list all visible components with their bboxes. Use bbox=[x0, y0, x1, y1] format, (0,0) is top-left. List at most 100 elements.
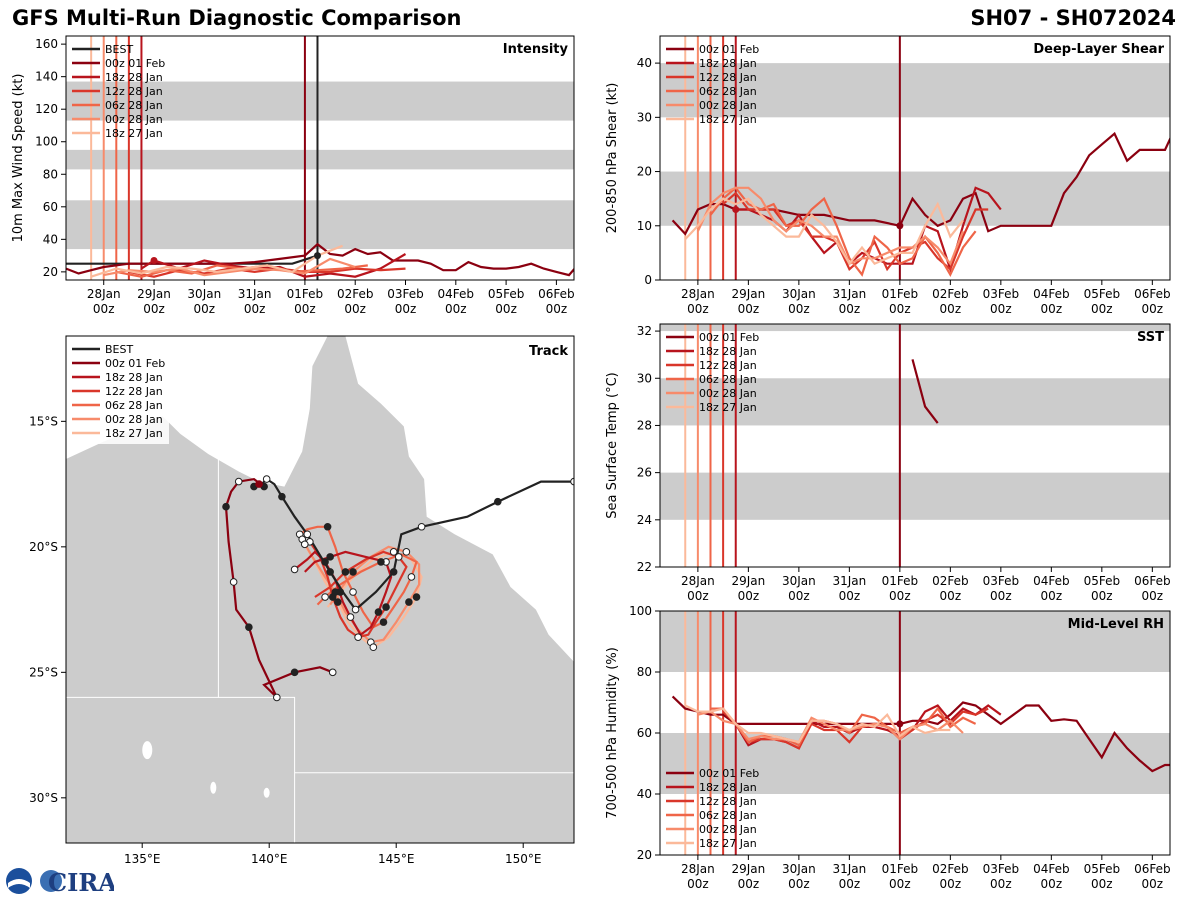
y-tick-label: 30 bbox=[637, 371, 652, 385]
track-day-marker bbox=[405, 598, 413, 606]
track-map: 135°E 140°E 145°E 150°E 15°S 20°S 25°S 30°S Trac… bbox=[29, 335, 575, 866]
shaded-band bbox=[660, 324, 1170, 332]
track-day-marker bbox=[273, 693, 281, 702]
x-tick-label: 150°E bbox=[505, 852, 542, 866]
panel-title: Mid-Level RH bbox=[1068, 617, 1164, 632]
legend-label: 18z 27 Jan bbox=[105, 427, 163, 440]
legend-label: 12z 28 Jan bbox=[105, 385, 163, 398]
y-tick-label: 40 bbox=[637, 787, 652, 801]
x-tick-label: 28Jan bbox=[681, 862, 715, 876]
y-tick-label: 0 bbox=[644, 273, 652, 287]
x-tick-label: 01Feb bbox=[287, 287, 324, 301]
track-day-marker bbox=[326, 568, 334, 576]
y-axis-label: 700-500 hPa Humidity (%) bbox=[605, 647, 620, 819]
x-tick-label: 140°E bbox=[251, 852, 288, 866]
track-day-marker bbox=[323, 522, 332, 531]
series-line bbox=[696, 186, 965, 266]
x-tick-label: 00z bbox=[839, 589, 861, 603]
legend-label: 18z 27 Jan bbox=[699, 401, 757, 414]
track-line bbox=[224, 477, 334, 699]
shaded-band bbox=[660, 378, 1170, 426]
legend-label: 12z 28 Jan bbox=[699, 71, 757, 84]
track-day-marker bbox=[394, 553, 403, 561]
x-tick-label: 00z bbox=[1142, 589, 1164, 603]
plot-frame bbox=[659, 35, 1171, 281]
track-day-marker bbox=[328, 668, 337, 677]
rh-chart: 2040608010028Jan00z29Jan00z30Jan00z31Jan… bbox=[605, 604, 1171, 891]
x-tick-label: 00z bbox=[738, 302, 760, 316]
track-day-marker bbox=[570, 477, 574, 486]
x-tick-label: 03Feb bbox=[983, 574, 1020, 588]
figure-title: GFS Multi-Run Diagnostic Comparison bbox=[12, 6, 462, 30]
y-tick-label: 80 bbox=[637, 665, 652, 679]
y-tick-label: 30°S bbox=[29, 791, 58, 805]
analysis-point bbox=[732, 206, 740, 214]
x-tick-label: 30Jan bbox=[187, 287, 221, 301]
track-day-marker bbox=[326, 553, 334, 561]
intensity-chart: 2040608010012014016028Jan00z29Jan00z30Ja… bbox=[11, 35, 575, 316]
y-tick-label: 140 bbox=[35, 70, 58, 84]
track-day-marker bbox=[377, 558, 385, 566]
lake bbox=[263, 787, 270, 798]
x-tick-label: 00z bbox=[1091, 589, 1113, 603]
x-tick-label: 06Feb bbox=[1134, 862, 1171, 876]
x-tick-label: 00z bbox=[1041, 877, 1063, 891]
x-tick-label: 145°E bbox=[378, 852, 415, 866]
legend-label: BEST bbox=[105, 43, 133, 56]
x-tick-label: 05Feb bbox=[488, 287, 525, 301]
x-tick-label: 30Jan bbox=[782, 287, 816, 301]
landmass bbox=[66, 336, 574, 843]
series-line bbox=[671, 695, 1170, 773]
legend-label: 12z 28 Jan bbox=[699, 795, 757, 808]
y-tick-label: 20 bbox=[43, 265, 58, 279]
track-day-marker bbox=[346, 613, 355, 621]
track-day-marker bbox=[245, 623, 253, 631]
x-tick-label: 29Jan bbox=[731, 862, 765, 876]
x-tick-label: 00z bbox=[889, 589, 911, 603]
y-tick-label: 60 bbox=[637, 726, 652, 740]
x-tick-label: 06Feb bbox=[1134, 287, 1171, 301]
track-day-marker bbox=[303, 530, 312, 539]
x-tick-label: 05Feb bbox=[1084, 862, 1121, 876]
x-tick-label: 31Jan bbox=[832, 862, 866, 876]
y-tick-label: 100 bbox=[35, 135, 58, 149]
x-tick-label: 02Feb bbox=[932, 862, 969, 876]
x-tick-label: 00z bbox=[495, 302, 517, 316]
x-tick-label: 31Jan bbox=[832, 287, 866, 301]
track-day-marker bbox=[369, 643, 378, 652]
x-tick-label: 00z bbox=[788, 589, 810, 603]
y-tick-label: 40 bbox=[637, 56, 652, 70]
analysis-point bbox=[896, 222, 904, 230]
x-tick-label: 29Jan bbox=[731, 287, 765, 301]
track-day-marker bbox=[349, 568, 357, 576]
track-day-marker bbox=[402, 548, 411, 556]
shaded-band bbox=[660, 472, 1170, 520]
y-tick-label: 25°S bbox=[29, 665, 58, 679]
legend-label: 00z 01 Feb bbox=[699, 43, 759, 56]
x-tick-label: 29Jan bbox=[137, 287, 171, 301]
shaded-band bbox=[66, 81, 574, 121]
legend-label: 00z 01 Feb bbox=[699, 331, 759, 344]
sst-chart: 22242628303228Jan00z29Jan00z30Jan00z31Ja… bbox=[605, 323, 1171, 603]
track-day-marker bbox=[382, 603, 390, 611]
panel-title: Intensity bbox=[503, 42, 569, 57]
legend-label: 18z 28 Jan bbox=[105, 71, 163, 84]
x-tick-label: 01Feb bbox=[882, 287, 919, 301]
x-tick-label: 00z bbox=[940, 302, 962, 316]
track-day-marker bbox=[222, 502, 230, 511]
legend-label: 00z 01 Feb bbox=[105, 57, 165, 70]
x-tick-label: 03Feb bbox=[983, 287, 1020, 301]
series-line bbox=[684, 704, 951, 744]
legend-label: 00z 01 Feb bbox=[105, 357, 165, 370]
panel-title: Track bbox=[529, 344, 568, 359]
x-tick-label: 28Jan bbox=[681, 287, 715, 301]
x-tick-label: 00z bbox=[738, 589, 760, 603]
panel-title: Deep-Layer Shear bbox=[1033, 42, 1164, 57]
legend-label: 00z 28 Jan bbox=[699, 387, 757, 400]
track-day-marker bbox=[341, 568, 350, 576]
y-tick-label: 40 bbox=[43, 232, 58, 246]
x-tick-label: 00z bbox=[244, 302, 266, 316]
x-tick-label: 00z bbox=[990, 589, 1012, 603]
x-tick-label: 02Feb bbox=[337, 287, 374, 301]
shear-chart: 01020304028Jan00z29Jan00z30Jan00z31Jan00… bbox=[605, 35, 1171, 316]
